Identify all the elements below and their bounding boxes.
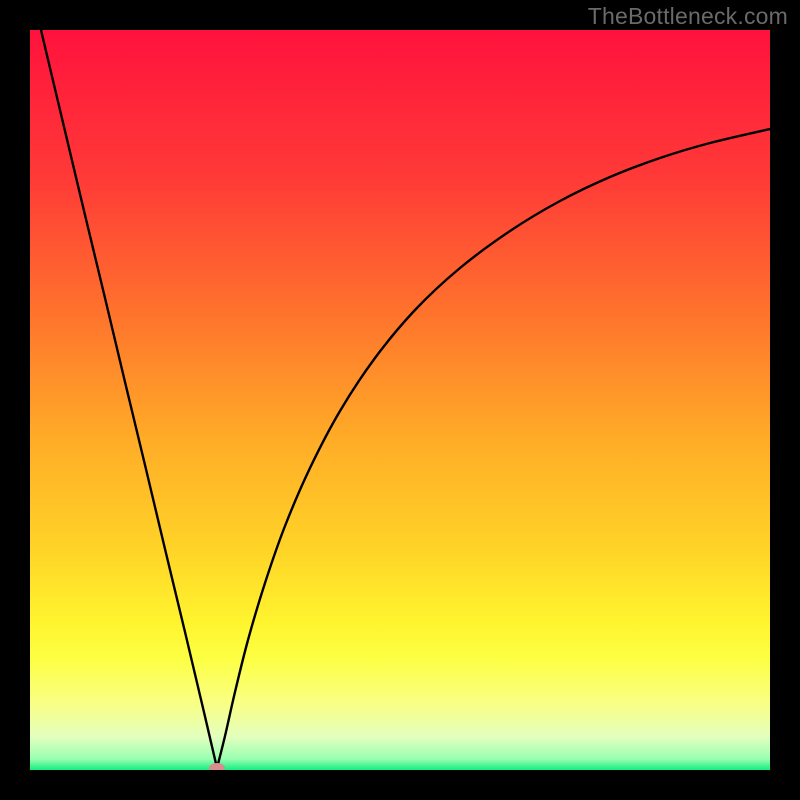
watermark-text: TheBottleneck.com	[588, 3, 788, 30]
chart-stage: TheBottleneck.com	[0, 0, 800, 800]
bottleneck-chart	[0, 0, 800, 800]
chart-plot-background	[30, 30, 770, 770]
